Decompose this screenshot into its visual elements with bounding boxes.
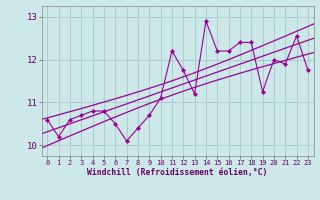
X-axis label: Windchill (Refroidissement éolien,°C): Windchill (Refroidissement éolien,°C) xyxy=(87,168,268,177)
